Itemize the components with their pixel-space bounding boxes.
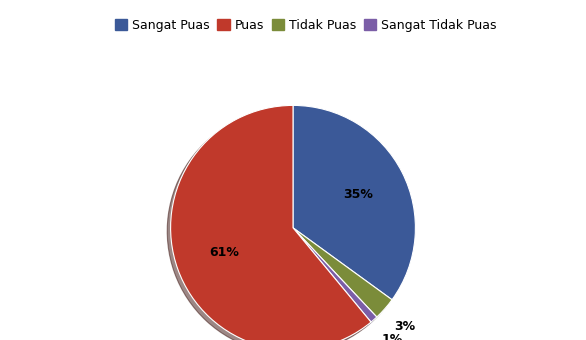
Wedge shape [171, 105, 371, 340]
Wedge shape [293, 105, 415, 300]
Wedge shape [293, 228, 392, 317]
Text: 1%: 1% [381, 333, 403, 340]
Legend: Sangat Puas, Puas, Tidak Puas, Sangat Tidak Puas: Sangat Puas, Puas, Tidak Puas, Sangat Ti… [110, 14, 502, 37]
Text: 61%: 61% [209, 246, 239, 259]
Wedge shape [293, 228, 377, 322]
Text: 35%: 35% [343, 188, 373, 201]
Text: 3%: 3% [394, 320, 415, 333]
